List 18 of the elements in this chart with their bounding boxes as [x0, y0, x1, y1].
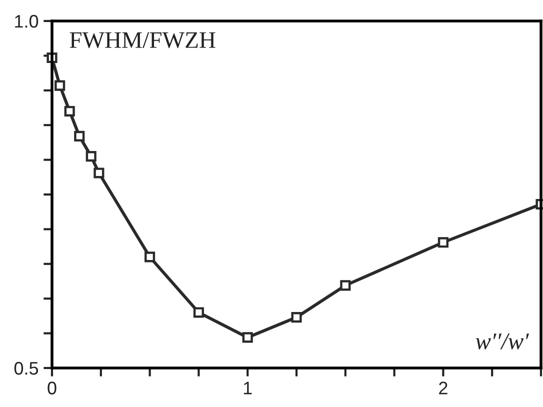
y-tick-label: 1.0	[15, 14, 38, 28]
x-tick-label: 1	[244, 382, 252, 394]
point	[144, 252, 156, 262]
y-axis-title: FWHM/FWZH	[70, 32, 216, 48]
y-tick-label: 0.5	[14, 362, 38, 375]
point	[438, 237, 448, 248]
x-axis-title: w′′/w′	[476, 334, 530, 350]
point	[74, 130, 85, 142]
x-tick-label: 0	[48, 382, 56, 394]
point	[291, 312, 302, 323]
point	[340, 280, 351, 291]
point	[94, 168, 104, 178]
x-tick-label: 2	[439, 382, 448, 394]
point	[64, 106, 75, 116]
point	[54, 80, 66, 91]
point	[86, 151, 96, 162]
point	[193, 307, 204, 318]
point	[242, 332, 253, 343]
